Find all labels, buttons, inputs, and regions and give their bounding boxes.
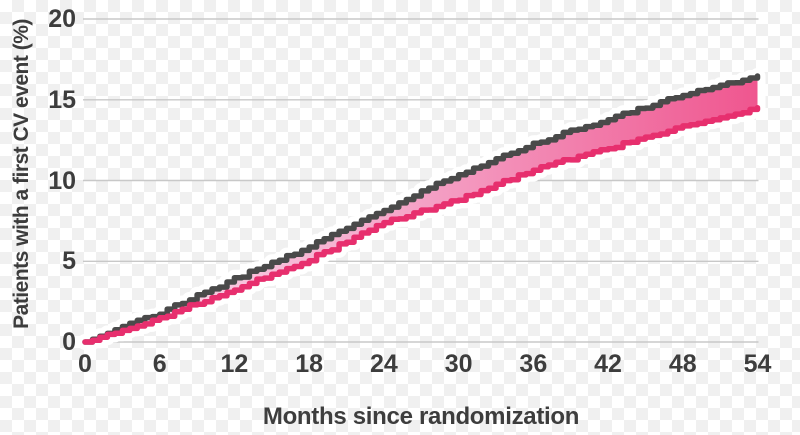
x-tick-label: 54: [743, 350, 772, 378]
x-tick-label: 6: [152, 350, 167, 378]
x-tick-label: 36: [519, 350, 548, 378]
lower-pink-curve: [82, 104, 761, 345]
x-tick-label: 18: [295, 350, 324, 378]
x-axis-title: Months since randomization: [262, 403, 580, 430]
x-tick-label: 24: [369, 350, 398, 378]
y-tick-label: 0: [62, 328, 76, 356]
x-tick-label: 48: [668, 350, 697, 378]
y-tick-label: 20: [48, 5, 76, 33]
x-tick-label: 12: [220, 350, 249, 378]
upper-gray-curve: [82, 73, 761, 345]
y-tick-label: 5: [62, 247, 76, 276]
x-tick-label: 42: [594, 350, 622, 378]
x-tick-label: 0: [78, 350, 92, 378]
y-tick-label: 10: [48, 166, 76, 195]
x-tick-label: 30: [444, 350, 473, 378]
gridlines: [83, 18, 759, 343]
y-tick-label: 15: [48, 85, 76, 114]
